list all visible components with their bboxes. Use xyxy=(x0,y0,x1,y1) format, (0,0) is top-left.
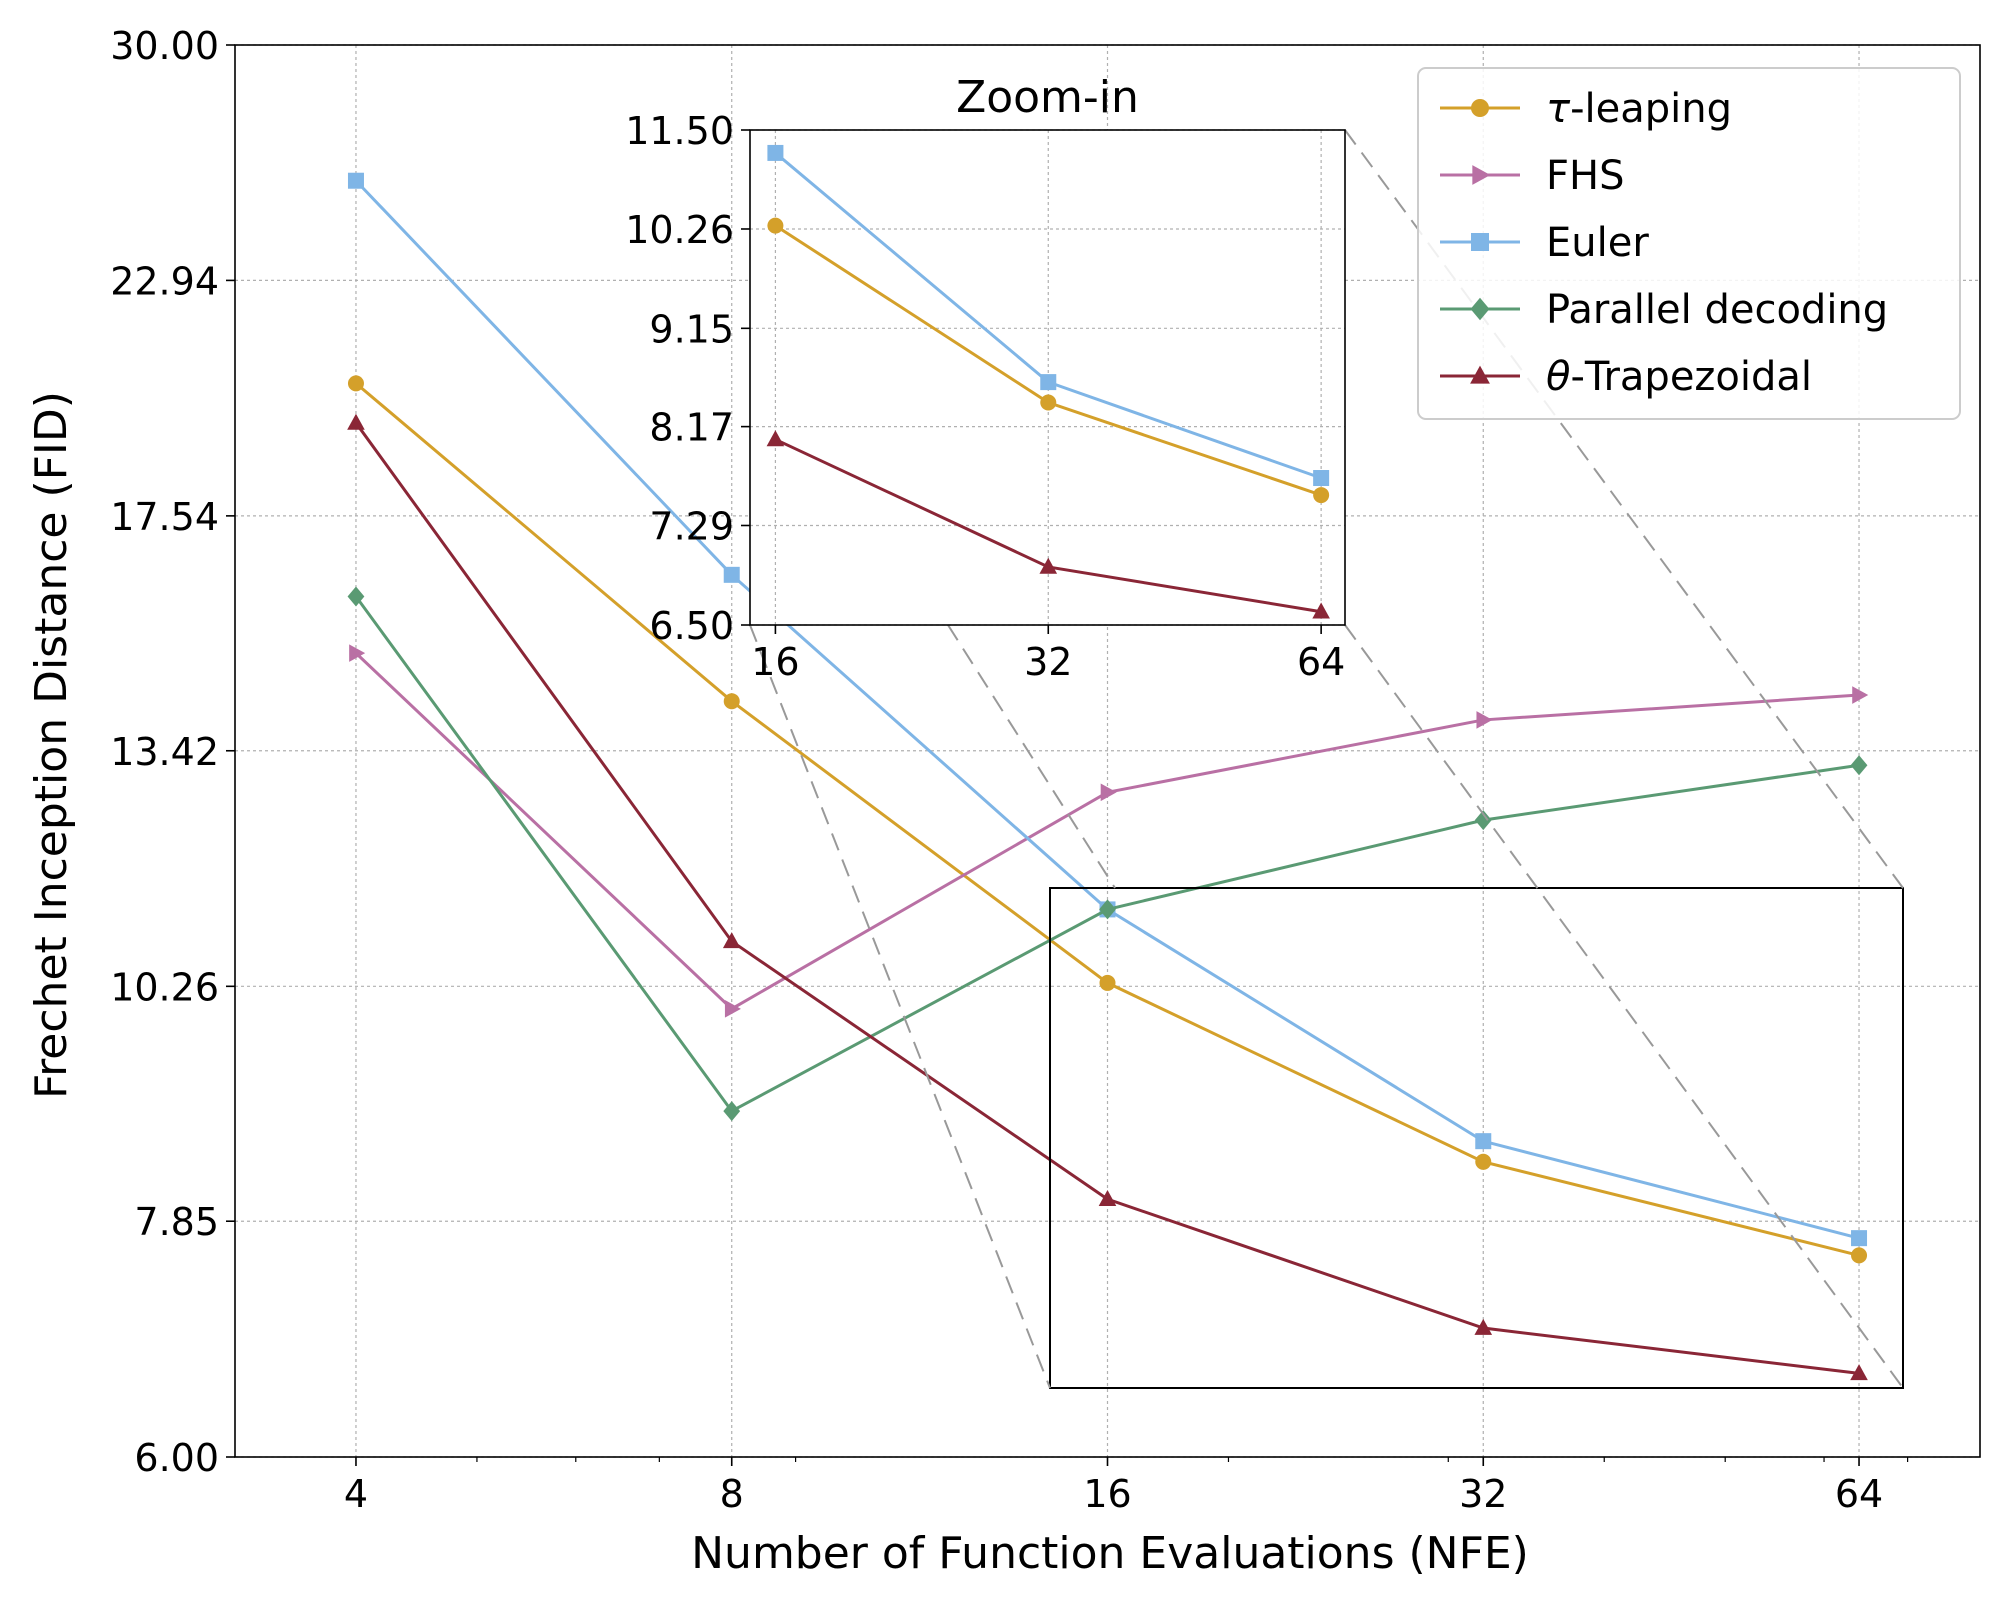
series-line xyxy=(354,595,1860,1114)
inset-y-tick-label: 8.17 xyxy=(649,406,734,450)
legend-swatch-marker xyxy=(1471,99,1489,117)
series-trapezoidal xyxy=(347,413,1868,1381)
data-point xyxy=(1475,1153,1492,1170)
y-tick-label: 10.26 xyxy=(110,965,219,1009)
legend-swatch-marker xyxy=(1470,365,1490,384)
inset-y-tick-label: 10.26 xyxy=(625,208,734,252)
data-point xyxy=(722,932,741,949)
main-series xyxy=(347,172,1869,1381)
x-tick-label: 8 xyxy=(720,1472,744,1516)
data-point xyxy=(723,566,740,583)
data-point xyxy=(347,172,364,189)
legend-label: Euler xyxy=(1546,220,1649,266)
inset-data-point xyxy=(1312,602,1330,619)
inset-y-tick-label: 7.29 xyxy=(649,504,734,548)
legend-label: τ-leaping xyxy=(1546,86,1732,132)
data-point xyxy=(1474,810,1492,831)
legend-label-text: Parallel decoding xyxy=(1546,287,1888,333)
y-tick-label: 30.00 xyxy=(110,24,219,68)
zoom-connector xyxy=(1344,624,1904,1389)
data-point xyxy=(1851,1247,1868,1264)
y-tick-label: 17.54 xyxy=(110,495,219,539)
data-point xyxy=(1476,711,1493,729)
inset-data-point xyxy=(1313,487,1330,504)
data-point xyxy=(724,1000,741,1018)
y-tick-label: 6.00 xyxy=(134,1436,219,1480)
inset-x-tick-label: 32 xyxy=(1024,640,1072,684)
inset-series-euler xyxy=(767,144,1330,487)
x-tick-label: 64 xyxy=(1835,1472,1883,1516)
data-point xyxy=(1851,1230,1868,1247)
data-point xyxy=(1850,755,1868,776)
legend-entry-euler: Euler xyxy=(1440,220,1649,266)
legend-swatch-marker xyxy=(1470,297,1490,321)
inset-x-tick-label: 16 xyxy=(751,640,799,684)
legend-label: θ-Trapezoidal xyxy=(1546,354,1812,400)
y-tick-label: 7.85 xyxy=(134,1200,219,1244)
inset-x-tick-label: 64 xyxy=(1297,640,1345,684)
zoom-inset: 6.50 7.29 8.17 9.15 10.26 11.50 16 32 64 Zoom-in xyxy=(625,72,1346,684)
inset-data-point xyxy=(767,217,784,234)
data-point xyxy=(723,693,740,710)
data-point xyxy=(347,375,364,392)
zoom-connector xyxy=(749,624,1051,1389)
inset-y-tick-label: 11.50 xyxy=(625,109,734,153)
series-leaping xyxy=(347,375,1868,1264)
legend-swatch-marker xyxy=(1471,233,1489,251)
x-tick-label: 16 xyxy=(1083,1472,1131,1516)
data-point xyxy=(1100,783,1117,802)
inset-data-point xyxy=(766,430,785,447)
inset-data-point xyxy=(767,144,784,161)
series-parallel-decoding xyxy=(347,586,1868,1122)
legend-label-text: -Trapezoidal xyxy=(1570,354,1812,400)
data-point xyxy=(347,413,365,430)
inset-title: Zoom-in xyxy=(956,72,1139,123)
inset-series-leaping xyxy=(767,217,1330,504)
x-tick-label: 4 xyxy=(344,1472,368,1516)
data-point xyxy=(1852,686,1869,704)
data-point xyxy=(723,1101,741,1122)
data-point xyxy=(1098,1189,1117,1206)
inset-data-point xyxy=(1039,557,1058,574)
data-point xyxy=(347,586,365,607)
zoom-connector xyxy=(947,624,1116,889)
data-point xyxy=(1475,1133,1492,1150)
inset-y-tick-label: 9.15 xyxy=(649,307,734,351)
legend-entry-parallel-decoding: Parallel decoding xyxy=(1440,287,1888,333)
y-tick-label: 22.94 xyxy=(110,259,219,303)
y-axis-label: Frechet Inception Distance (FID) xyxy=(26,391,77,1099)
legend-entry-leaping: τ-leaping xyxy=(1440,86,1732,132)
data-point xyxy=(1474,1318,1493,1335)
series-fhs xyxy=(349,644,1869,1018)
legend: τ-leaping FHS Euler Parallel decoding θ-Trap… xyxy=(1417,67,1961,420)
inset-data-point xyxy=(1313,470,1330,487)
y-tick-label: 13.42 xyxy=(110,730,219,774)
x-tick-label: 32 xyxy=(1459,1472,1507,1516)
legend-label-symbol: τ xyxy=(1546,86,1571,132)
inset-y-tick-label: 6.50 xyxy=(649,604,734,648)
legend-label-text: -leaping xyxy=(1570,86,1732,132)
data-point xyxy=(349,644,366,662)
inset-data-point xyxy=(1040,394,1057,411)
legend-label-text: FHS xyxy=(1546,153,1624,199)
legend-label: FHS xyxy=(1546,153,1624,199)
legend-entry-fhs: FHS xyxy=(1440,153,1624,199)
legend-label: Parallel decoding xyxy=(1546,287,1888,333)
zoom-region-box xyxy=(1049,887,1904,1389)
data-point xyxy=(1099,899,1116,920)
inset-series-trapezoidal xyxy=(766,430,1330,619)
inset-data-point xyxy=(1040,374,1057,391)
legend-label-text: Euler xyxy=(1546,220,1649,266)
x-axis-label: Number of Function Evaluations (NFE) xyxy=(691,1528,1529,1579)
legend-swatch-marker xyxy=(1472,165,1491,185)
legend-label-symbol: θ xyxy=(1546,354,1570,400)
legend-box xyxy=(1417,67,1961,420)
data-point xyxy=(1099,974,1116,991)
legend-entry-trapezoidal: θ-Trapezoidal xyxy=(1440,354,1812,400)
data-point xyxy=(1850,1364,1868,1381)
